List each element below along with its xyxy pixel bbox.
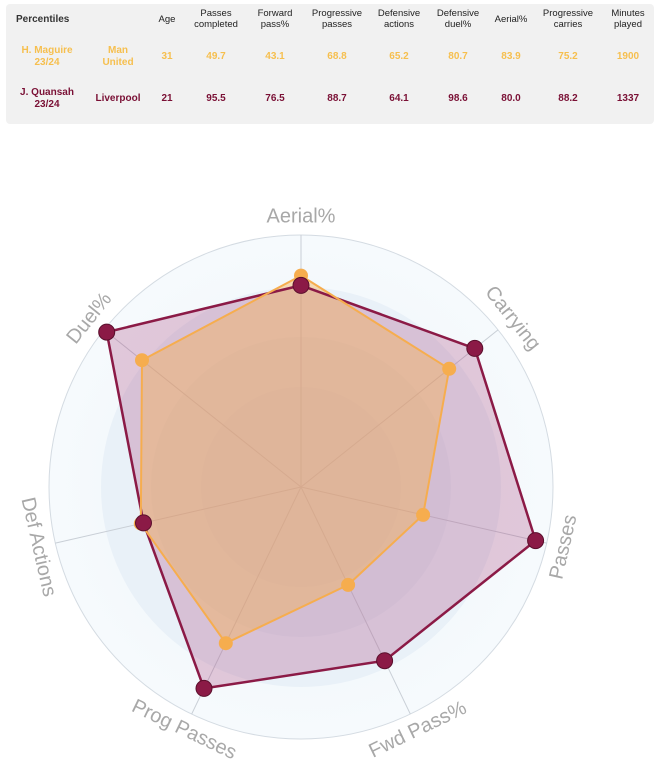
passes-completed-cell: 95.5 [206, 93, 226, 104]
radar-line-maguire [139, 274, 451, 645]
radar-spoke [191, 486, 302, 715]
age-cell: 21 [161, 93, 173, 104]
radar-point-maguire [416, 507, 431, 522]
axis-label: Aerial% [267, 205, 336, 227]
radar-point-maguire [218, 636, 233, 651]
player-name: J. Quansah 23/24 [20, 87, 74, 110]
radar-point-quansah [292, 276, 310, 294]
radar-area-maguire [140, 275, 450, 644]
header-age: Age [158, 13, 176, 25]
header-progressive-passes: Progressive passes [311, 8, 363, 30]
header-team [88, 4, 148, 34]
defensive-duel-cell: 80.7 [448, 50, 468, 62]
header-minutes-played: Minutes played [611, 8, 645, 30]
radar-point-quansah [376, 652, 394, 670]
minutes-played-cell: 1337 [616, 93, 640, 104]
forward-pass-cell: 76.5 [265, 93, 285, 104]
age-cell: 31 [161, 50, 173, 62]
radar-area-quansah [106, 285, 536, 689]
radar-point-maguire [442, 361, 457, 376]
radar-point-quansah [135, 514, 152, 532]
radar-point-quansah [527, 532, 545, 550]
radar-point-maguire [135, 353, 149, 368]
aerial-cell: 83.9 [501, 50, 521, 62]
aerial-cell: 80.0 [501, 93, 521, 104]
stats-table: Percentiles Age Passes completed Forward… [6, 4, 654, 119]
table-header-row: Percentiles Age Passes completed Forward… [6, 4, 654, 34]
radar-spoke [55, 486, 302, 544]
player-name: H. Maguire 23/24 [21, 44, 73, 68]
progressive-passes-cell: 88.7 [327, 93, 347, 104]
radar-line-quansah [105, 284, 537, 690]
minutes-played-cell: 1900 [616, 50, 640, 62]
table-row: J. Quansah 23/24 Liverpool 21 95.5 76.5 8… [6, 79, 654, 119]
header-aerial: Aerial% [494, 13, 528, 25]
header-defensive-duel: Defensive duel% [436, 8, 480, 30]
radar-point-maguire [341, 577, 356, 592]
defensive-actions-cell: 65.2 [389, 50, 409, 62]
team-name: Man United [102, 44, 134, 68]
defensive-actions-cell: 64.1 [389, 93, 409, 104]
table-row: H. Maguire 23/24 Man United 31 49.7 43.1 6… [6, 34, 654, 79]
radar-point-quansah [98, 323, 116, 341]
progressive-carries-cell: 75.2 [558, 50, 578, 62]
passes-completed-cell: 49.7 [206, 50, 226, 62]
defensive-duel-cell: 98.6 [448, 93, 468, 104]
radar-point-quansah [195, 679, 213, 697]
header-passes-completed: Passes completed [194, 8, 238, 30]
header-defensive-actions: Defensive actions [377, 8, 421, 30]
header-progressive-carries: Progressive carries [542, 8, 594, 30]
radar-point-quansah [466, 339, 484, 357]
progressive-passes-cell: 68.8 [327, 50, 347, 62]
header-forward-pass: Forward pass% [257, 8, 293, 30]
forward-pass-cell: 43.1 [265, 50, 285, 62]
team-name: Liverpool [95, 93, 141, 104]
stats-table-card: Percentiles Age Passes completed Forward… [6, 4, 654, 124]
radar-spoke [300, 486, 411, 715]
progressive-carries-cell: 88.2 [558, 93, 578, 104]
header-percentiles: Percentiles [16, 13, 70, 25]
radar-spoke [300, 329, 499, 488]
